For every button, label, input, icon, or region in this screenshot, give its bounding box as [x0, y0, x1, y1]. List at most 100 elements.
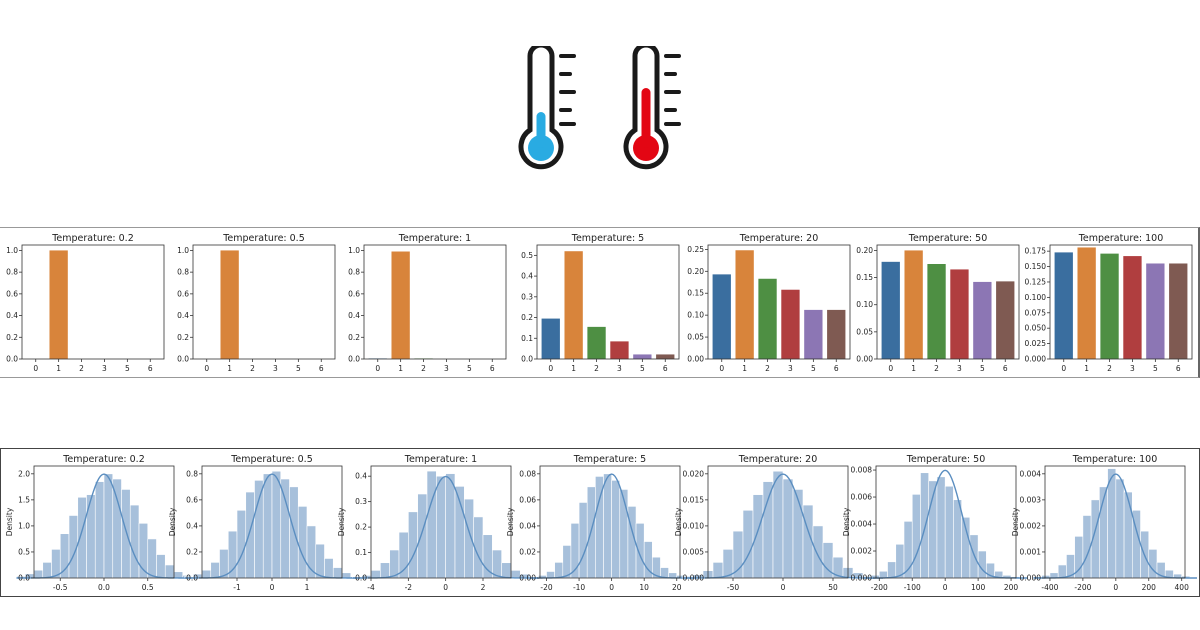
histogram-strip: Temperature: 0.2 -0.5 0.0 0.5 0.0 0.5 1.0 1.5 2.…: [0, 448, 1200, 597]
x-tick-label: -2: [405, 583, 413, 592]
bar-chart-strip: Temperature: 0.2 0 1 2 3 5 6 0.0 0.2 0.4 0.6 0.8 1.0…: [0, 227, 1200, 378]
histogram-bar: [635, 523, 645, 579]
y-tick-label: 0.1: [521, 334, 533, 343]
histogram-bar: [271, 470, 282, 579]
y-axis-label: Density: [168, 507, 177, 536]
histogram-bar: [953, 499, 962, 579]
x-tick-label: 200: [1142, 583, 1157, 592]
histogram-bar: [603, 473, 612, 579]
x-tick-label: 0.0: [98, 583, 110, 592]
histogram-bar: [887, 561, 897, 579]
x-tick-label: 2: [1107, 364, 1112, 373]
y-tick-label: 0.0: [177, 355, 189, 364]
y-axis-label: Density: [1011, 507, 1020, 536]
histogram-bar: [772, 470, 784, 579]
x-tick-label: 5: [640, 364, 645, 373]
y-tick-label: 0.8: [348, 268, 360, 277]
axes-frame: [201, 465, 343, 579]
y-tick-label: 0.04: [519, 521, 536, 530]
axes-frame: [363, 244, 507, 360]
kde-curve: [862, 469, 1028, 579]
chart-title: Temperature: 1: [398, 233, 471, 244]
x-tick-label: 1: [911, 364, 916, 373]
y-tick-label: 0.3: [355, 497, 367, 506]
histogram-bar: [895, 543, 905, 579]
x-tick-label: 5: [1153, 364, 1158, 373]
bar-chart-panel: Temperature: 20 0 1 2 3 5 6 0.00 0.05 0.10 0.15 0.2…: [687, 233, 851, 373]
histogram-bar: [562, 545, 572, 579]
x-tick-label: 2: [79, 364, 84, 373]
bar-chart-panel: Temperature: 1 0 1 2 3 5 6 0.0 0.2 0.4 0.6 0.8 1.0: [348, 233, 507, 373]
y-tick-label: 0.004: [1020, 469, 1042, 478]
histogram-bar: [370, 570, 381, 579]
x-tick-label: 0: [375, 364, 380, 373]
histogram-bar: [380, 562, 390, 579]
thermometer-hot-icon: [623, 46, 681, 170]
bar: [827, 309, 846, 359]
axes-frame: [539, 465, 681, 579]
y-tick-label: 0.15: [856, 273, 873, 282]
y-tick-label: 0.6: [6, 289, 18, 298]
chart-title: Temperature: 1: [404, 454, 477, 465]
axes-frame: [876, 244, 1020, 360]
histogram-panel: Temperature: 0.5 -1 0 1 0.0 0.2 0.4 0.6 0.8 Densi…: [168, 454, 360, 592]
y-tick-label: 0.000: [1020, 574, 1042, 583]
x-tick-label: 2: [934, 364, 939, 373]
x-tick-label: -100: [904, 583, 921, 592]
y-tick-label: 0.125: [1025, 277, 1047, 286]
y-tick-label: 0.010: [683, 521, 705, 530]
y-tick-label: 1.5: [18, 495, 30, 504]
x-tick-label: 0.5: [142, 583, 154, 592]
x-tick-label: 10: [639, 583, 649, 592]
x-tick-label: 6: [1003, 364, 1008, 373]
x-tick-label: 3: [444, 364, 449, 373]
histogram-bar: [1123, 491, 1133, 579]
y-tick-label: 1.0: [177, 246, 189, 255]
y-axis-label: Density: [506, 507, 515, 536]
y-tick-label: 0.05: [856, 327, 873, 336]
x-tick-label: 3: [102, 364, 107, 373]
histogram-bar: [59, 533, 70, 579]
x-tick-label: 6: [490, 364, 495, 373]
x-tick-label: -10: [573, 583, 585, 592]
histogram-panel: Temperature: 20 -50 0 50 0.000 0.005 0.010 0.01…: [674, 454, 884, 592]
axes-frame: [707, 465, 849, 579]
y-tick-label: 0.0: [521, 355, 533, 364]
y-tick-label: 0.075: [1025, 308, 1047, 317]
histogram-bar: [878, 570, 888, 579]
y-tick-label: 0.005: [683, 547, 705, 556]
bar: [1123, 256, 1142, 359]
chart-title: Temperature: 20: [739, 233, 819, 244]
histogram-bar: [732, 530, 744, 579]
x-tick-label: 2: [481, 583, 486, 592]
chart-title: Temperature: 0.2: [62, 454, 145, 465]
histogram-bar: [315, 543, 325, 579]
histogram-bar: [812, 525, 824, 579]
axes-frame: [1049, 244, 1193, 360]
histogram-bar: [619, 489, 629, 579]
y-tick-label: 0.4: [348, 311, 360, 320]
histogram-bar: [436, 475, 446, 579]
histogram-panel: Temperature: 5 -20 -10 0 10 20 0.00 0.02 0.04 0.0…: [506, 454, 694, 592]
histogram-bar: [1115, 478, 1125, 579]
y-tick-label: 0.00: [856, 355, 873, 364]
x-tick-label: 0: [548, 364, 553, 373]
histogram-bar: [129, 504, 140, 579]
x-tick-label: 6: [319, 364, 324, 373]
bar-chart-panel: Temperature: 100 0 1 2 3 5 6 0.000 0.025 0.050 0.0…: [1025, 233, 1193, 373]
y-tick-label: 0.6: [186, 495, 198, 504]
y-tick-label: 0.8: [6, 268, 18, 277]
bar: [1169, 263, 1188, 359]
y-tick-label: 0.4: [355, 472, 367, 481]
histogram-bar: [121, 489, 131, 579]
y-tick-label: 0.150: [1025, 262, 1047, 271]
y-tick-label: 0.2: [521, 313, 533, 322]
chart-title: Temperature: 50: [906, 454, 986, 465]
bar-chart-panel: Temperature: 50 0 1 2 3 5 6 0.00 0.05 0.10 0.15 0.2…: [856, 233, 1020, 373]
histogram-panel: Temperature: 50 -200 -100 0 100 200 0.000 0.002…: [842, 454, 1028, 592]
axes-frame: [192, 244, 336, 360]
histogram-panel: Temperature: 100 -400 -200 0 200 400 0.000 0.00…: [1011, 454, 1199, 592]
y-tick-label: 0.050: [1025, 324, 1047, 333]
axes-frame: [21, 244, 165, 360]
bar: [1054, 252, 1073, 359]
